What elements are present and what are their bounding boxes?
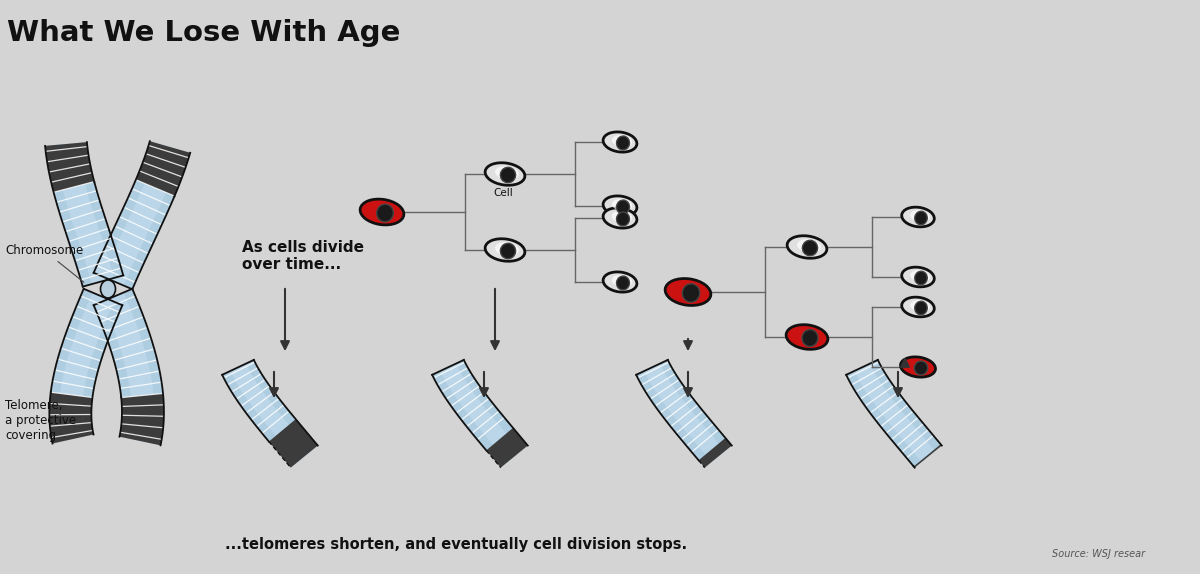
- Ellipse shape: [787, 236, 827, 258]
- Ellipse shape: [900, 357, 936, 377]
- Ellipse shape: [604, 208, 637, 228]
- Ellipse shape: [901, 267, 935, 287]
- Polygon shape: [230, 364, 311, 462]
- Ellipse shape: [797, 239, 821, 253]
- Ellipse shape: [604, 132, 637, 152]
- Ellipse shape: [901, 297, 935, 317]
- Polygon shape: [102, 293, 155, 443]
- Ellipse shape: [911, 300, 930, 312]
- Polygon shape: [49, 392, 94, 444]
- Ellipse shape: [604, 196, 637, 216]
- Ellipse shape: [496, 242, 518, 256]
- Polygon shape: [698, 438, 732, 468]
- Polygon shape: [136, 141, 190, 196]
- Ellipse shape: [604, 272, 637, 292]
- Ellipse shape: [612, 135, 632, 147]
- Polygon shape: [486, 428, 528, 468]
- Ellipse shape: [617, 200, 630, 214]
- Polygon shape: [222, 360, 318, 468]
- Polygon shape: [846, 360, 942, 468]
- Ellipse shape: [617, 212, 630, 226]
- Text: Telomere,
a protective
covering: Telomere, a protective covering: [5, 399, 83, 442]
- Polygon shape: [120, 393, 164, 445]
- Text: As cells divide
over time...: As cells divide over time...: [242, 240, 364, 272]
- Ellipse shape: [617, 136, 630, 150]
- Polygon shape: [854, 364, 935, 462]
- Polygon shape: [913, 444, 942, 468]
- Ellipse shape: [683, 284, 700, 302]
- Ellipse shape: [101, 280, 115, 298]
- Text: What We Lose With Age: What We Lose With Age: [7, 19, 401, 47]
- Ellipse shape: [665, 278, 710, 305]
- Polygon shape: [102, 144, 181, 285]
- Polygon shape: [440, 364, 521, 462]
- Ellipse shape: [901, 207, 935, 227]
- Polygon shape: [46, 142, 95, 192]
- Ellipse shape: [911, 270, 930, 282]
- Ellipse shape: [786, 325, 828, 350]
- Text: Source: WSJ resear: Source: WSJ resear: [1052, 549, 1145, 559]
- Polygon shape: [46, 142, 124, 286]
- Ellipse shape: [500, 243, 516, 259]
- Text: Chromosome: Chromosome: [5, 244, 84, 282]
- Ellipse shape: [914, 272, 928, 285]
- Ellipse shape: [911, 210, 930, 222]
- Polygon shape: [54, 143, 114, 284]
- Ellipse shape: [360, 199, 404, 225]
- Ellipse shape: [914, 211, 928, 225]
- Polygon shape: [432, 360, 528, 468]
- Ellipse shape: [500, 167, 516, 183]
- Ellipse shape: [612, 199, 632, 211]
- Polygon shape: [636, 360, 732, 468]
- Text: Cell: Cell: [493, 188, 512, 198]
- Ellipse shape: [803, 241, 817, 255]
- Polygon shape: [59, 293, 114, 441]
- Polygon shape: [644, 364, 725, 462]
- Ellipse shape: [377, 204, 394, 222]
- Polygon shape: [94, 289, 164, 445]
- Polygon shape: [94, 141, 190, 289]
- Ellipse shape: [485, 163, 524, 185]
- Text: ...telomeres shorten, and eventually cell division stops.: ...telomeres shorten, and eventually cel…: [226, 537, 688, 552]
- Ellipse shape: [612, 275, 632, 287]
- Ellipse shape: [914, 301, 928, 315]
- Ellipse shape: [485, 239, 524, 261]
- Polygon shape: [49, 289, 122, 444]
- Ellipse shape: [617, 276, 630, 290]
- Ellipse shape: [612, 211, 632, 223]
- Ellipse shape: [914, 361, 928, 375]
- Ellipse shape: [802, 329, 818, 347]
- Ellipse shape: [496, 166, 518, 180]
- Polygon shape: [269, 419, 318, 468]
